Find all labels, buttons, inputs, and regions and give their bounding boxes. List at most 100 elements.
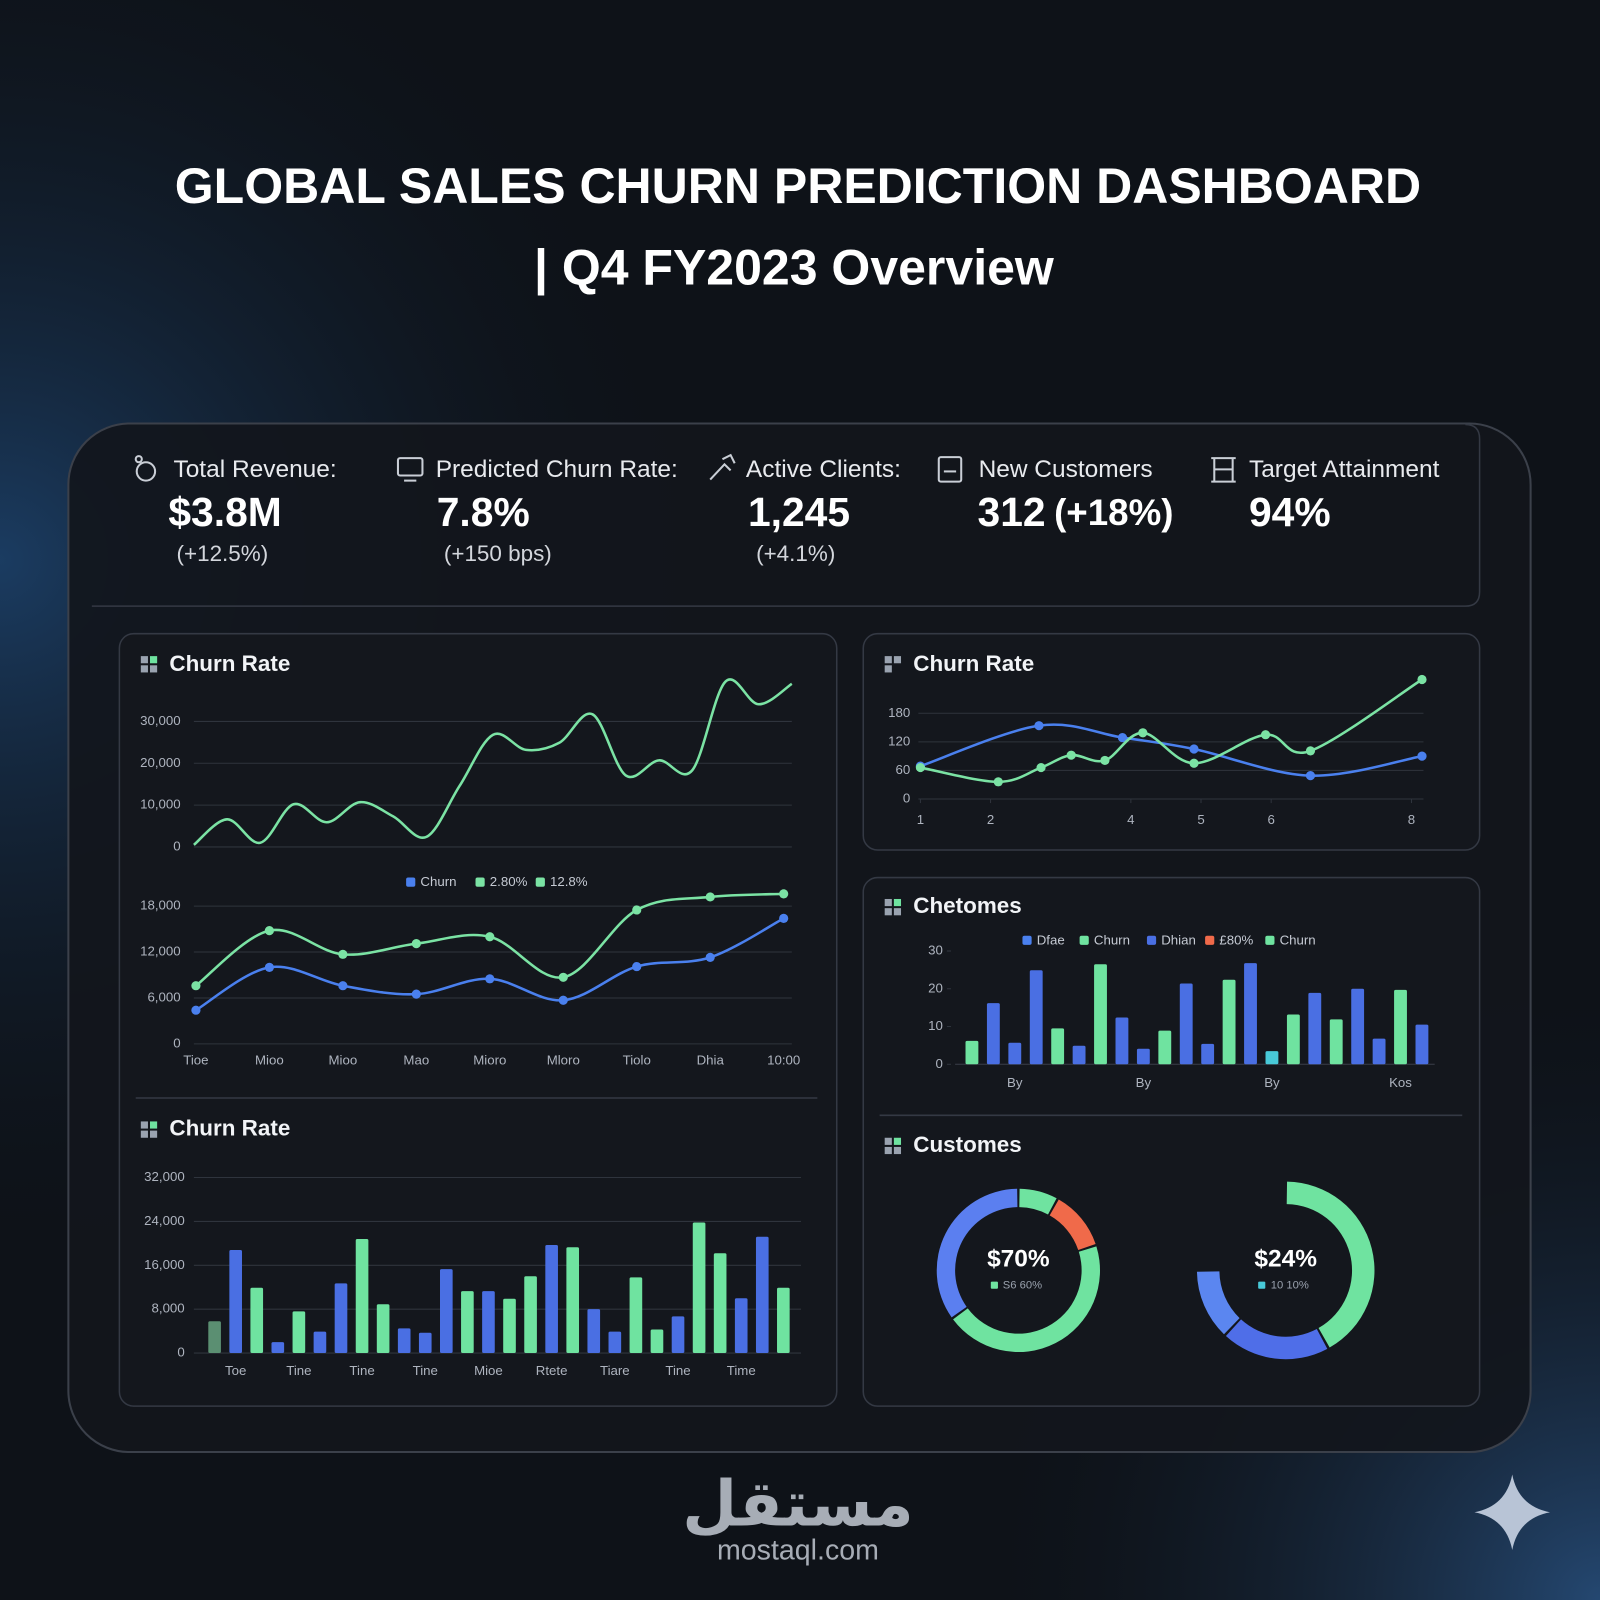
bar [587,1309,601,1354]
point [632,905,642,915]
bar [1008,1042,1022,1065]
bar [1094,964,1107,1065]
bar [755,1236,769,1354]
point [632,961,642,972]
point [1036,762,1046,773]
bar [1244,963,1257,1065]
bar [271,1342,285,1354]
legend-swatch [406,877,416,887]
bar [650,1329,664,1354]
y-tick-label: 20 [928,980,943,995]
bar [1136,1048,1150,1065]
bar [1265,1051,1279,1065]
y-tick-label: 8,000 [152,1301,185,1316]
bar [524,1276,537,1354]
kpi-change: (+18%) [1054,492,1173,533]
icon [893,1146,902,1155]
icon [884,1137,892,1145]
icon [135,461,157,482]
legend-swatch [1258,1281,1266,1289]
page-title: GLOBAL SALES CHURN PREDICTION DASHBOARD [175,158,1421,214]
kpi-label: Predicted Churn Rate: [436,456,678,483]
kpi-label: Total Revenue: [173,456,336,483]
bar [734,1298,748,1354]
page-subtitle: | Q4 FY2023 Overview [534,240,1054,297]
x-tick-label: 4 [1127,812,1134,827]
kpi-label: Target Attainment [1249,456,1440,483]
y-tick-label: 0 [177,1345,184,1360]
bar [1179,983,1193,1065]
point [191,981,201,991]
point [191,1005,201,1015]
icon [150,1121,158,1129]
x-tick-label: Kos [1389,1075,1412,1090]
bar [313,1331,327,1354]
y-tick-label: 30 [928,943,943,958]
point [485,932,495,942]
legend-label: Dhian [1161,932,1196,947]
x-tick-label: Mioo [255,1053,284,1068]
bar [250,1287,264,1354]
point [558,972,568,982]
kpi-change: (+12.5%) [177,541,269,566]
legend-swatch [1265,935,1275,945]
point [1417,674,1427,685]
x-tick-label: By [1264,1075,1280,1090]
y-tick-label: 180 [888,705,910,720]
icon [140,656,148,664]
kpi-value: $3.8M [168,489,281,535]
y-tick-label: 0 [935,1056,942,1071]
y-tick-label: 30,000 [140,713,181,728]
bar [986,1003,1000,1065]
bar [292,1311,306,1354]
icon [134,455,143,464]
bar [1051,1028,1065,1065]
bar [608,1331,622,1354]
icon [893,908,902,916]
y-tick-label: 60 [895,762,910,777]
x-tick-label: Mioe [474,1363,503,1378]
bar [1286,1014,1300,1065]
icon [893,656,902,664]
brand-url: mostaql.com [717,1535,879,1567]
kpi-value: 94% [1249,489,1331,535]
point [1305,771,1316,781]
icon [150,656,158,664]
x-tick-label: Tine [413,1363,438,1378]
bar [629,1277,643,1354]
bar [1072,1045,1086,1065]
legend-swatch [1146,935,1157,945]
x-tick-label: Tine [286,1363,311,1378]
donut-segment [1049,1199,1096,1250]
x-tick-label: Rtete [536,1363,568,1378]
legend-swatch [1022,935,1032,945]
x-tick-label: 6 [1267,812,1274,827]
donut-sub-label: 10 10% [1271,1280,1309,1292]
y-tick-label: 0 [903,790,910,805]
legend-swatch [990,1281,998,1289]
right-bottom-panel [862,876,1481,1407]
icon [884,665,892,673]
x-tick-label: Mioro [473,1053,506,1068]
bar [208,1321,221,1354]
icon [1211,457,1236,483]
bar [777,1287,790,1354]
chart-title: Churn Rate [913,651,1034,676]
y-tick-label: 16,000 [144,1257,185,1272]
bar [229,1249,242,1354]
y-tick-label: 10,000 [140,797,181,812]
legend-swatch [475,877,485,887]
kpi-strip-border [91,423,1481,607]
y-tick-label: 10 [928,1018,943,1033]
legend-swatch [1079,935,1089,945]
donut-segment [1019,1188,1057,1215]
bar [1351,988,1365,1065]
point [1189,758,1199,768]
point [1189,744,1199,754]
x-tick-label: Toe [225,1363,246,1378]
icon [150,665,158,673]
kpi-value: 1,245 [748,489,850,535]
point [264,962,274,972]
point [1066,750,1076,760]
